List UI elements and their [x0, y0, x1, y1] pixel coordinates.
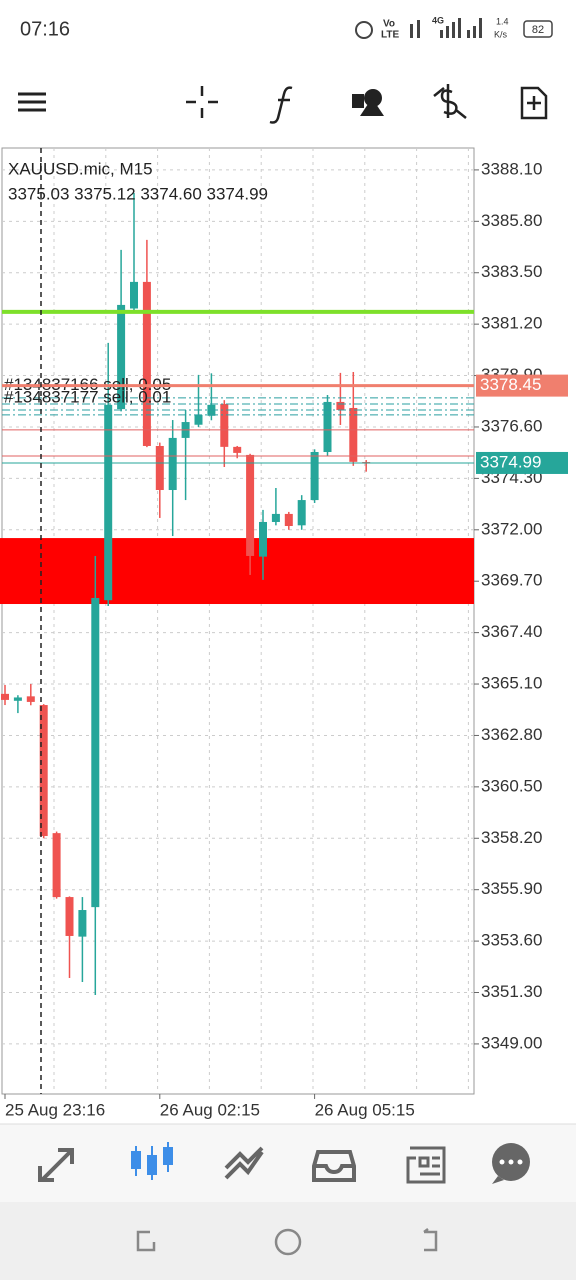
y-tick-label: 3353.60	[481, 931, 542, 950]
zone	[0, 538, 474, 605]
y-tick-label: 3349.00	[481, 1033, 542, 1052]
y-tick-label: 3351.30	[481, 982, 542, 1001]
ohlc-label: 3375.03 3375.12 3374.60 3374.99	[8, 184, 268, 203]
candle-body	[104, 404, 113, 601]
candle-body	[271, 513, 280, 522]
status-time: 07:16	[20, 18, 70, 40]
candle-body	[168, 437, 177, 491]
candle-body	[78, 910, 87, 937]
chat-tab[interactable]	[492, 1143, 530, 1184]
y-tick-label: 3365.10	[481, 674, 542, 693]
back-button[interactable]	[423, 1228, 438, 1252]
quotes-tab[interactable]	[38, 1148, 74, 1182]
candle-body	[233, 446, 242, 453]
candle-body	[117, 304, 126, 410]
recent-button[interactable]	[136, 1230, 156, 1252]
candle-body	[259, 521, 267, 557]
alarm-icon	[355, 21, 373, 39]
y-tick-label: 3362.80	[481, 725, 542, 744]
order-label: #134837177 sell, 0.01	[4, 387, 171, 406]
price-tag-label: 3374.99	[480, 452, 541, 471]
candle-body	[284, 513, 293, 526]
battery-icon	[523, 20, 553, 38]
candle-body	[142, 281, 151, 446]
crosshair-button[interactable]	[186, 86, 218, 118]
candle-body	[155, 445, 164, 491]
candle-body	[130, 281, 138, 309]
y-tick-label: 3367.40	[481, 622, 542, 641]
x-tick-label: 26 Aug 02:15	[160, 1100, 260, 1119]
candle-body	[13, 697, 22, 701]
new-order-button[interactable]	[520, 86, 548, 120]
news-tab[interactable]	[406, 1146, 446, 1184]
y-tick-label: 3376.60	[481, 416, 542, 435]
candle-body	[91, 597, 100, 908]
objects-button[interactable]	[352, 89, 384, 116]
candle-body	[349, 407, 358, 462]
signal-icon	[410, 18, 482, 38]
candle-body	[52, 833, 61, 898]
y-tick-label: 3355.90	[481, 879, 542, 898]
volte: Vo	[383, 19, 395, 30]
price-tag-label: 3378.45	[480, 375, 541, 394]
trade-tab[interactable]	[224, 1146, 264, 1180]
candle-body	[310, 452, 319, 501]
candle-body	[220, 403, 229, 447]
candle-body	[65, 897, 74, 936]
indicators-button[interactable]	[269, 86, 293, 124]
price-tag	[476, 374, 568, 397]
volte: LTE	[381, 30, 399, 41]
home-button[interactable]	[274, 1228, 302, 1256]
x-tick-label: 26 Aug 05:15	[315, 1100, 415, 1119]
y-tick-label: 3360.50	[481, 776, 542, 795]
trade-button[interactable]	[433, 84, 467, 119]
battery: 82	[532, 24, 544, 36]
price-tag	[476, 451, 568, 474]
net-speed: K/s	[494, 29, 508, 39]
history-tab[interactable]	[312, 1150, 356, 1182]
y-tick-label: 3372.00	[481, 519, 542, 538]
chart-tab[interactable]	[131, 1142, 173, 1180]
candle-body	[1, 693, 9, 700]
candle-body	[336, 401, 345, 410]
net-speed: 1.4	[496, 16, 509, 26]
chart-frame	[1, 147, 475, 1095]
chart-title: XAUUSD.mic, M15	[8, 159, 153, 178]
candle-body	[39, 705, 48, 837]
y-tick-label: 3369.70	[481, 571, 542, 590]
y-tick-label: 3381.20	[481, 314, 542, 333]
candle-body	[194, 414, 203, 425]
candle-body	[26, 696, 35, 702]
network: 4G	[432, 15, 444, 25]
y-tick-label: 3383.50	[481, 262, 542, 281]
y-tick-label: 3388.10	[481, 159, 542, 178]
candle-body	[323, 401, 332, 453]
y-tick-label: 3358.20	[481, 828, 542, 847]
tab-bar	[0, 1124, 576, 1202]
plot-area: #134837166 sell, 0.05#134837177 sell, 0.…	[0, 148, 474, 1094]
x-tick-label: 25 Aug 23:16	[5, 1100, 105, 1119]
menu-button[interactable]	[18, 92, 46, 112]
candle-body	[246, 454, 255, 556]
y-tick-label: 3385.80	[481, 211, 542, 230]
candle-body	[297, 500, 306, 526]
system-nav	[0, 1202, 576, 1280]
